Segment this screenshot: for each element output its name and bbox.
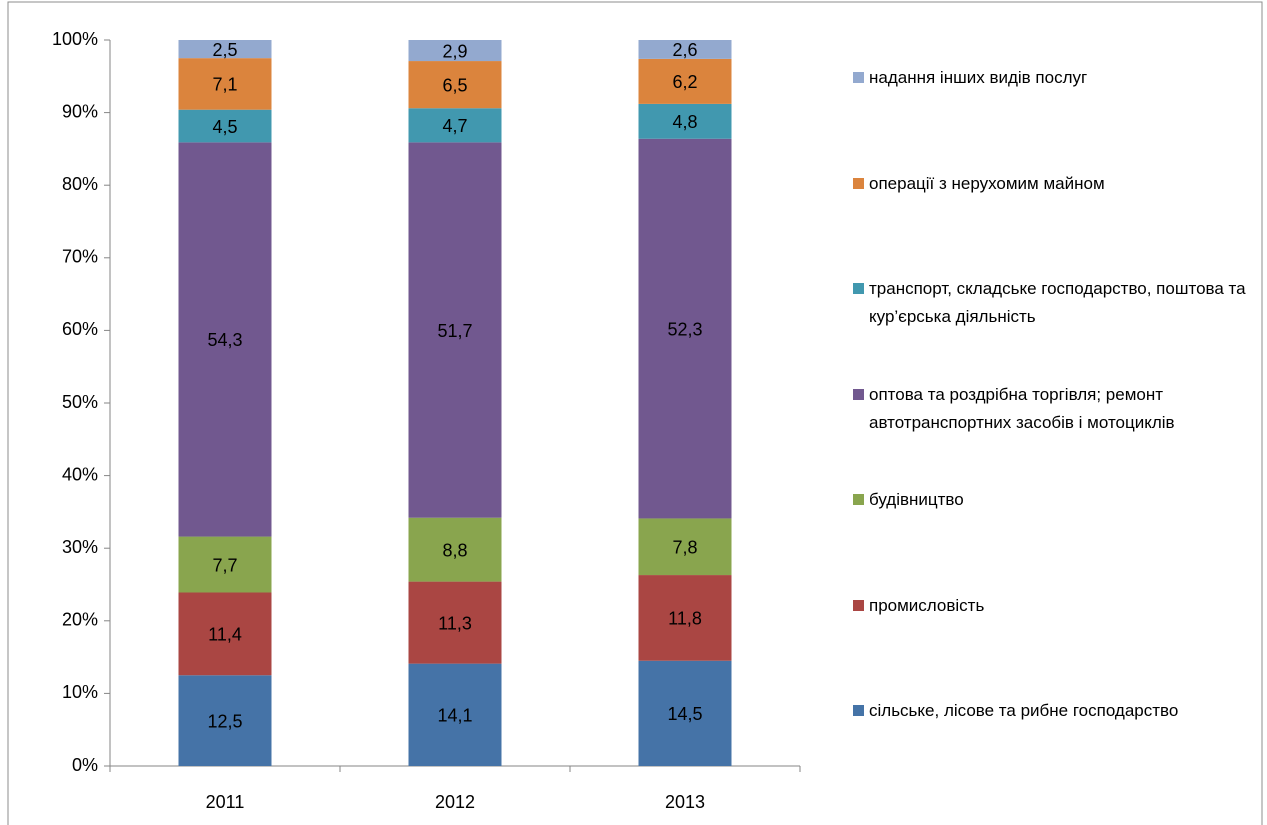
y-tick-label: 70% — [62, 247, 98, 267]
data-label: 6,5 — [442, 75, 467, 95]
data-label: 7,1 — [212, 75, 237, 95]
legend-item: будівництво — [853, 486, 1253, 514]
bar-segment — [408, 142, 502, 518]
y-tick-label: 20% — [62, 610, 98, 630]
legend-label: операції з нерухомим майном — [869, 173, 1105, 193]
bar-segment — [178, 592, 272, 676]
bar-segment — [638, 103, 732, 139]
data-label: 12,5 — [207, 711, 242, 731]
y-tick-label: 10% — [62, 682, 98, 702]
x-tick-label: 2013 — [665, 792, 705, 812]
chart-frame — [7, 1, 1263, 825]
y-tick-label: 80% — [62, 174, 98, 194]
data-label: 7,8 — [672, 537, 697, 557]
bar-segment — [638, 138, 732, 519]
bar-segment — [178, 675, 272, 766]
bar-segment — [638, 575, 732, 661]
y-tick-label: 100% — [52, 29, 98, 49]
data-label: 4,5 — [212, 117, 237, 137]
bar-segment — [178, 40, 272, 59]
data-label: 11,3 — [438, 613, 472, 633]
y-tick-label: 60% — [62, 319, 98, 339]
data-label: 7,7 — [212, 555, 237, 575]
data-label: 51,7 — [437, 321, 472, 341]
data-label: 52,3 — [667, 319, 702, 339]
legend-item: надання інших видів послуг — [853, 64, 1253, 92]
bar-segment — [638, 40, 732, 59]
data-label: 8,8 — [442, 540, 467, 560]
x-tick-label: 2012 — [435, 792, 475, 812]
data-label: 14,1 — [437, 706, 472, 726]
legend-swatch — [853, 283, 864, 294]
legend-swatch — [853, 599, 864, 611]
legend-label: будівництво — [869, 490, 964, 509]
legend-swatch — [853, 388, 864, 400]
bar-segment — [408, 108, 502, 143]
legend-item: промисловість — [853, 592, 1253, 620]
bar-segment — [638, 58, 732, 104]
data-label: 11,4 — [208, 625, 242, 645]
legend-item: оптова та роздрібна торгівля; ремонт авт… — [853, 381, 1253, 437]
bar-segment — [638, 660, 732, 766]
bar-segment — [408, 663, 502, 766]
y-tick-label: 50% — [62, 392, 98, 412]
bar-segment — [178, 536, 272, 593]
data-label: 2,5 — [212, 40, 237, 60]
bar-segment — [178, 58, 272, 110]
data-label: 14,5 — [667, 704, 702, 724]
legend-item: операції з нерухомим майном — [853, 170, 1253, 198]
data-label: 2,6 — [672, 40, 697, 60]
legend-item: сільське, лісове та рибне господарство — [853, 697, 1253, 725]
bar-segment — [178, 142, 272, 537]
data-label: 4,7 — [442, 116, 467, 136]
legend-swatch — [853, 177, 864, 189]
x-tick-label: 2011 — [206, 792, 245, 812]
legend-swatch — [853, 705, 864, 716]
data-label: 2,9 — [442, 41, 467, 61]
bar-segment — [178, 109, 272, 143]
data-label: 54,3 — [207, 330, 242, 350]
legend-swatch — [853, 494, 864, 505]
legend-label: транспорт, складське господарство, пошто… — [869, 279, 1246, 326]
bar-segment — [638, 518, 732, 576]
legend-label: надання інших видів послуг — [869, 68, 1088, 87]
bar-segment — [408, 40, 502, 62]
data-label: 11,8 — [668, 609, 702, 629]
legend-item: транспорт, складське господарство, пошто… — [853, 275, 1253, 331]
bar-segment — [408, 61, 502, 109]
legend-label: оптова та роздрібна торгівля; ремонт авт… — [869, 384, 1175, 432]
bar-segment — [408, 581, 502, 664]
y-tick-label: 40% — [62, 464, 98, 484]
legend-swatch — [853, 72, 864, 83]
bar-segment — [408, 517, 502, 582]
data-label: 6,2 — [672, 72, 697, 92]
data-label: 4,8 — [672, 112, 697, 132]
legend-label: промисловість — [869, 595, 985, 615]
legend-label: сільське, лісове та рибне господарство — [869, 701, 1179, 720]
y-tick-label: 90% — [62, 101, 98, 121]
y-tick-label: 0% — [72, 755, 98, 775]
y-tick-label: 30% — [62, 537, 98, 557]
